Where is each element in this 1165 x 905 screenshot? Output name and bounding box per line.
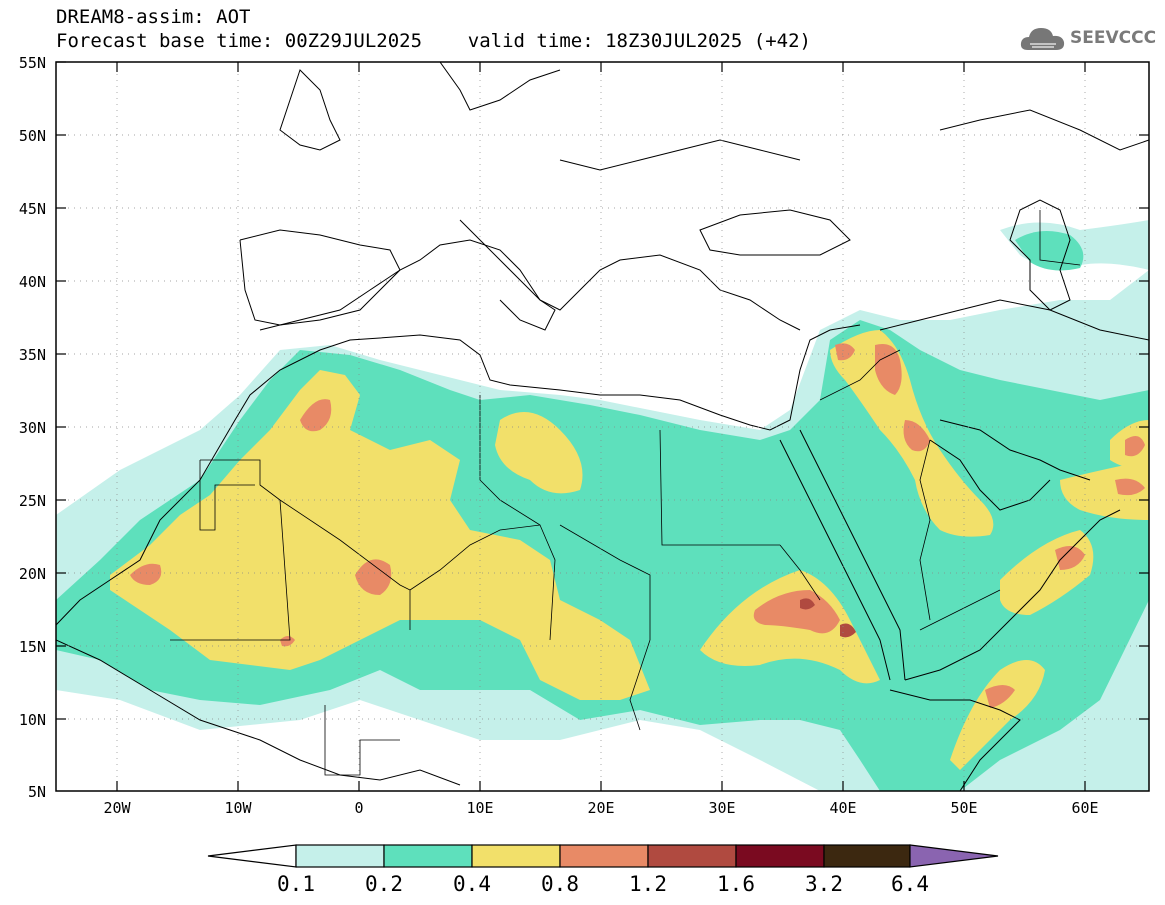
- aot-band-0-8: [130, 343, 1145, 708]
- colorbar-label: 3.2: [805, 872, 843, 896]
- map-title: DREAM8-assim: AOT: [56, 6, 251, 28]
- lat-label: 40N: [19, 273, 46, 291]
- lon-label: 10E: [466, 799, 493, 817]
- colorbar-low-arrow: [207, 844, 297, 868]
- colorbar-swatch: [647, 844, 737, 868]
- colorbar-label: 0.8: [541, 872, 579, 896]
- lon-label: 0: [354, 799, 363, 817]
- colorbar-label: 0.2: [365, 872, 403, 896]
- lat-label: 30N: [19, 419, 46, 437]
- logo-text: SEEVCCC: [1070, 28, 1157, 48]
- cloud-icon: [1020, 28, 1065, 50]
- lat-labels: 55N 50N 45N 40N 35N 30N 25N 20N 15N 10N …: [19, 54, 46, 801]
- country-borders: [170, 210, 1081, 776]
- aot-band-1-2: [800, 598, 856, 638]
- forecast-time-line: Forecast base time: 00Z29JUL2025 valid t…: [56, 30, 811, 52]
- grid: [56, 62, 1149, 791]
- lat-label: 10N: [19, 711, 46, 729]
- seevccc-logo: SEEVCCC: [1018, 20, 1158, 60]
- lat-label: 15N: [19, 638, 46, 656]
- colorbar-label: 1.6: [717, 872, 755, 896]
- aot-band-0-4: [110, 370, 650, 700]
- ticks: [56, 61, 1149, 791]
- colorbar-high-arrow: [909, 844, 999, 868]
- colorbar-swatch: [559, 844, 649, 868]
- colorbar-swatch: [735, 844, 825, 868]
- lat-label: 50N: [19, 127, 46, 145]
- lon-label: 40E: [829, 799, 856, 817]
- lon-label: 20E: [587, 799, 614, 817]
- colorbar: [207, 844, 999, 868]
- lat-label: 35N: [19, 346, 46, 364]
- lat-label: 25N: [19, 492, 46, 510]
- colorbar-label: 6.4: [891, 872, 929, 896]
- lon-label: 20W: [103, 799, 131, 817]
- colorbar-label: 0.1: [277, 872, 315, 896]
- aot-field: [56, 220, 1149, 791]
- lon-label: 30E: [708, 799, 735, 817]
- colorbar-swatch: [823, 844, 911, 868]
- colorbar-swatch: [295, 844, 385, 868]
- lat-label: 55N: [19, 54, 46, 72]
- lon-labels: 20W 10W 0 10E 20E 30E 40E 50E 60E: [103, 799, 1098, 817]
- lat-label: 20N: [19, 565, 46, 583]
- lat-label: 45N: [19, 200, 46, 218]
- lon-label: 50E: [950, 799, 977, 817]
- colorbar-swatch: [471, 844, 561, 868]
- lat-label: 5N: [28, 783, 46, 801]
- lon-label: 60E: [1071, 799, 1098, 817]
- colorbar-labels: 0.1 0.2 0.4 0.8 1.2 1.6 3.2 6.4: [277, 872, 929, 896]
- colorbar-swatch: [383, 844, 473, 868]
- lon-label: 10W: [224, 799, 252, 817]
- colorbar-label: 1.2: [629, 872, 667, 896]
- colorbar-label: 0.4: [453, 872, 491, 896]
